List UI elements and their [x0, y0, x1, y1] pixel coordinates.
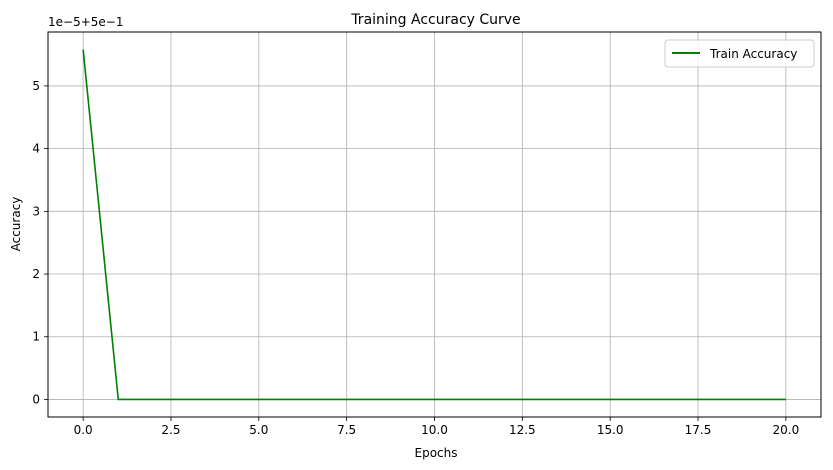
- y-offset-label: 1e−5+5e−1: [48, 15, 123, 29]
- y-tick-label: 1: [32, 330, 40, 344]
- x-tick-label: 2.5: [161, 423, 180, 437]
- y-tick-label: 5: [32, 79, 40, 93]
- x-ticks: 0.0 2.5 5.0 7.5 10.0 12.5 15.0 17.5 20.0: [74, 417, 800, 437]
- legend: Train Accuracy: [664, 39, 815, 68]
- legend-label: Train Accuracy: [709, 47, 797, 61]
- x-tick-label: 10.0: [421, 423, 448, 437]
- x-tick-label: 5.0: [249, 423, 268, 437]
- train-accuracy-line: [82, 49, 786, 401]
- series-layer: [82, 49, 786, 401]
- x-tick-label: 0.0: [74, 423, 93, 437]
- y-tick-label: 4: [32, 142, 40, 156]
- x-axis-label: Epochs: [415, 446, 458, 460]
- y-ticks: 0 1 2 3 4 5: [32, 79, 48, 406]
- y-tick-label: 2: [32, 267, 40, 281]
- grid-lines: [48, 32, 821, 417]
- x-tick-label: 7.5: [337, 423, 356, 437]
- y-axis-label: Accuracy: [9, 197, 23, 252]
- x-tick-label: 20.0: [773, 423, 800, 437]
- x-tick-label: 15.0: [597, 423, 624, 437]
- y-tick-label: 3: [32, 204, 40, 218]
- y-tick-label: 0: [32, 392, 40, 406]
- x-tick-label: 17.5: [685, 423, 712, 437]
- legend-box: [664, 39, 815, 68]
- x-tick-label: 12.5: [509, 423, 536, 437]
- chart-title: Training Accuracy Curve: [350, 12, 520, 28]
- plot-frame: [47, 31, 822, 418]
